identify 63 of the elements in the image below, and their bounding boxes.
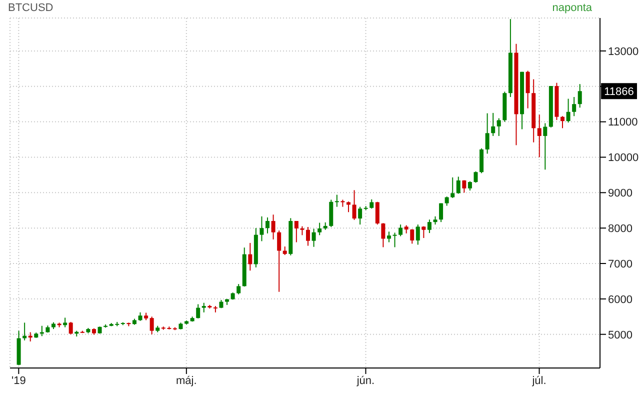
candlestick (277, 230, 282, 292)
candlestick (386, 231, 391, 243)
text: 11866 (604, 86, 634, 98)
candlestick (334, 194, 339, 208)
candlestick (462, 180, 466, 194)
candlestick (491, 112, 496, 136)
candlestick (202, 302, 206, 313)
candlestick (346, 201, 350, 213)
candlestick (480, 148, 484, 174)
candlestick (450, 176, 455, 198)
x-tick-label: '19 (12, 374, 26, 387)
candlestick (294, 220, 298, 243)
candlestick (485, 112, 490, 154)
candlestick (468, 180, 472, 192)
candlestick (560, 116, 565, 129)
candlestick (248, 242, 252, 272)
candlestick (266, 216, 270, 234)
candlestick (398, 224, 403, 237)
x-tick-label: máj. (176, 374, 197, 387)
candlestick (271, 214, 276, 240)
candlestick (306, 226, 310, 246)
candlestick (496, 118, 501, 136)
candlestick (474, 170, 478, 184)
candlestick (375, 201, 380, 226)
candlestick (370, 198, 374, 210)
candlestick (312, 228, 316, 248)
candlestick (566, 98, 570, 124)
candlestick (358, 206, 362, 226)
candlestick (543, 122, 548, 170)
candlestick (150, 316, 154, 335)
candlestick (68, 321, 73, 335)
candlestick (537, 114, 542, 158)
candlestick (416, 224, 420, 246)
y-tick-label: 10000 (608, 152, 639, 164)
y-tick-label: 13000 (608, 46, 639, 58)
y-tick-label: 7000 (608, 258, 632, 270)
text: naponta (552, 2, 592, 14)
candlestick (410, 228, 414, 244)
y-tick-label: 6000 (608, 294, 632, 306)
candlestick (572, 96, 576, 117)
y-tick-label: 5000 (608, 329, 632, 342)
candlestick (427, 219, 432, 234)
candlestick (40, 325, 44, 337)
candlestick (236, 284, 241, 295)
candlestick (63, 317, 68, 328)
candlestick (318, 222, 322, 236)
candlestick (196, 304, 200, 319)
candlestick (381, 222, 386, 248)
y-tick-label: 9000 (608, 188, 632, 200)
y-tick-label: 8000 (608, 222, 632, 235)
candlestick (578, 84, 582, 108)
candlestick (352, 190, 356, 220)
candlestick (340, 199, 345, 208)
text: BTCUSD (8, 2, 54, 14)
candlestick (392, 232, 397, 248)
candlestick (456, 176, 460, 194)
x-tick-label: jún. (356, 374, 375, 387)
x-tick-label: júl. (531, 374, 546, 387)
candlestick (260, 216, 264, 242)
candlestick (439, 202, 444, 223)
candlestick (526, 70, 530, 109)
candlestick (444, 196, 449, 206)
y-tick-label: 11000 (608, 116, 638, 129)
